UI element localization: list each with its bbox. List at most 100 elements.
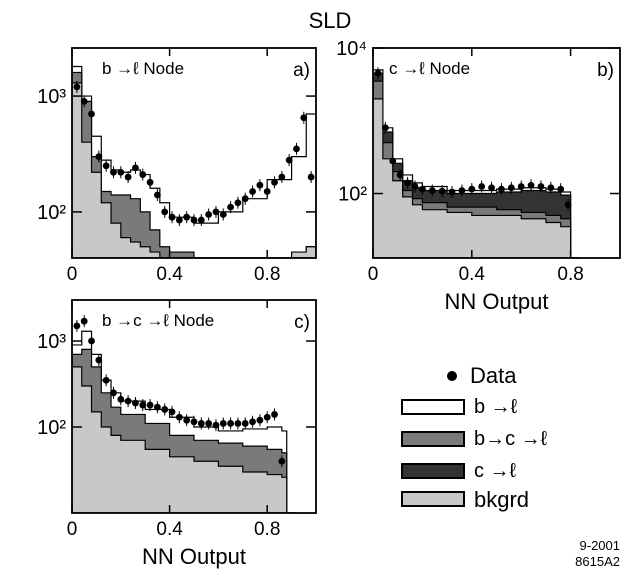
x-tick-label: 0.8 [254, 264, 280, 285]
legend-bkgrd-label: bkgrd [474, 487, 529, 512]
data-point [139, 401, 147, 409]
data-point [285, 156, 293, 164]
plot-area [373, 67, 581, 258]
data-point [212, 208, 220, 216]
data-point [411, 183, 419, 190]
data-point [168, 408, 176, 416]
figure-stamp-id: 8615A2 [575, 554, 620, 569]
data-point [234, 420, 242, 427]
data-point [293, 145, 300, 153]
x-axis-label: NN Output [142, 544, 246, 569]
legend-bkgrd-swatch [401, 491, 465, 507]
legend-b-to-c-to-l-label: b→c →ℓ [474, 428, 548, 450]
data-point [468, 185, 476, 193]
data-point [110, 389, 117, 397]
data-point [537, 183, 545, 190]
data-point [271, 411, 278, 418]
data-point [183, 416, 191, 424]
data-point [161, 208, 169, 216]
panel-c: 0 0.4 0.8 10³ 10² b →c →ℓ Node c) NN Output [37, 299, 317, 569]
x-tick-label: 0.4 [459, 264, 486, 285]
legend: Data b →ℓ b→c →ℓ c →ℓ bkgrd [401, 363, 548, 512]
legend-data-marker [447, 371, 457, 381]
data-point [517, 183, 525, 190]
figure-title: SLD [309, 8, 352, 33]
data-point [102, 162, 110, 170]
histogram-bkgrd [72, 366, 297, 513]
panel-frame [71, 47, 317, 259]
x-tick-label: 0 [368, 264, 379, 285]
y-tick-label: 10⁴ [336, 38, 367, 60]
data-point [256, 416, 264, 424]
data-point [381, 124, 389, 132]
data-point [205, 420, 213, 427]
data-point [88, 110, 95, 118]
data-point [219, 211, 227, 218]
panel-letter: b) [597, 60, 614, 81]
data-point [227, 420, 235, 427]
panel-letter: c) [294, 312, 310, 333]
data-point [527, 181, 535, 189]
y-tick-label: 10³ [37, 86, 66, 108]
data-point [300, 114, 308, 122]
data-point [263, 188, 271, 195]
data-point [117, 395, 125, 403]
data-point [124, 397, 132, 405]
data-point [547, 184, 555, 192]
x-tick-label: 0 [67, 519, 78, 540]
data-point [428, 187, 436, 194]
data-point [507, 184, 515, 192]
data-point [234, 199, 242, 207]
node-title: b →ℓ Node [102, 59, 184, 78]
y-tick-label: 10² [37, 417, 66, 439]
data-point [154, 191, 161, 199]
histogram-bkgrd [72, 82, 316, 258]
legend-b-to-c-to-l-swatch [401, 431, 465, 447]
data-point [154, 403, 161, 411]
data-point [110, 168, 117, 176]
node-title: c →ℓ Node [389, 59, 470, 78]
data-point [389, 157, 397, 165]
data-point [249, 418, 256, 426]
data-point [212, 421, 220, 429]
x-tick-label: 0.4 [156, 519, 183, 540]
data-point [396, 171, 404, 179]
data-point [478, 183, 486, 190]
x-tick-label: 0.8 [254, 519, 280, 540]
panel-b: 0 0.4 0.8 10⁴ 10² c →ℓ Node b) NN Output [336, 38, 621, 314]
data-point [307, 173, 315, 181]
data-point [146, 401, 154, 409]
data-point [241, 420, 249, 427]
x-tick-label: 0.8 [557, 264, 583, 285]
node-title: b →c →ℓ Node [102, 311, 214, 330]
data-point [448, 188, 456, 196]
panel-frame [71, 299, 317, 514]
data-point [175, 413, 183, 421]
data-point [88, 337, 95, 345]
y-tick-label: 10² [338, 184, 367, 206]
x-tick-label: 0.4 [156, 264, 183, 285]
data-point [557, 185, 565, 193]
legend-c-to-l-swatch [401, 463, 465, 479]
legend-b-to-l-label: b →ℓ [474, 396, 518, 418]
legend-data-label: Data [470, 363, 517, 388]
data-point [197, 216, 205, 224]
data-point [190, 216, 198, 224]
data-point [161, 406, 169, 413]
data-point [146, 178, 154, 186]
panel-letter: a) [293, 60, 310, 81]
plot-area [72, 315, 297, 513]
x-axis-label: NN Output [445, 289, 549, 314]
plot-area [72, 65, 316, 258]
data-point [205, 211, 213, 218]
data-point [183, 213, 191, 221]
data-point [175, 216, 183, 224]
data-point [102, 376, 110, 384]
data-point [227, 203, 235, 211]
data-point [241, 195, 249, 203]
data-point [95, 356, 103, 364]
data-point [458, 187, 466, 194]
data-point [132, 399, 139, 407]
legend-b-to-l-swatch [401, 399, 465, 415]
